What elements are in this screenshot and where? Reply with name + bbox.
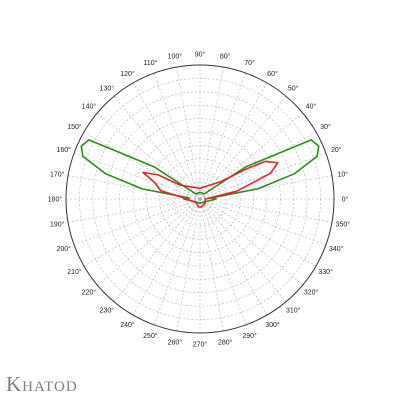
angle-tick-label: 100° [168,53,183,61]
angle-tick-label: 210° [67,268,82,276]
angle-tick-label: 230° [100,307,115,315]
angle-tick-label: 70° [244,59,255,67]
angle-tick-label: 330° [318,268,333,276]
series-line [142,160,279,208]
angle-tick-label: 40° [306,102,317,110]
angle-tick-label: 90° [195,51,206,59]
angle-tick-label: 320° [304,289,319,297]
angle-tick-label: 170° [50,170,65,178]
outer-circle [65,64,335,334]
angle-tick-label: 270° [193,341,208,349]
angle-tick-label: 30° [320,123,331,131]
grid-spoke [199,198,268,316]
angle-tick-label: 0° [342,196,349,204]
angle-tick-label: 340° [329,245,344,253]
grid-spoke [83,198,201,267]
angle-tick-label: 250° [143,332,158,340]
grid-spoke [199,198,317,267]
angle-tick-label: 350° [336,221,351,229]
angle-tick-label: 50° [288,84,299,92]
grid-spoke [199,66,224,200]
angle-tick-label: 260° [168,338,183,346]
angle-tick-label: 190° [50,221,65,229]
angle-tick-label: 140° [82,102,97,110]
angle-tick-label: 130° [100,84,115,92]
angle-tick-label: 220° [82,289,97,297]
angle-tick-label: 310° [286,307,301,315]
angle-tick-label: 200° [56,245,71,253]
angle-tick-label: 80° [220,53,231,61]
angle-tick-label: 10° [338,170,349,178]
grid-spoke [67,198,201,223]
grid-ring [132,131,268,267]
angle-tick-label: 290° [242,332,257,340]
angle-tick-label: 120° [120,70,135,78]
angle-tick-label: 160° [56,146,71,154]
angle-tick-label: 280° [218,338,233,346]
angle-tick-label: 150° [67,123,82,131]
angle-tick-label: 180° [48,196,63,204]
grid-spoke [199,82,268,200]
angle-tick-label: 60° [267,70,278,78]
grid-ring [172,171,228,227]
grid-spoke [176,66,201,200]
brand-logo: Khatod [6,372,78,396]
angle-tick-label: 20° [331,146,342,154]
angle-tick-label: 300° [265,321,280,329]
angle-tick-label: 240° [120,321,135,329]
grid-ring [92,91,308,307]
angle-tick-label: 110° [143,59,157,67]
grid-spoke [199,198,333,223]
